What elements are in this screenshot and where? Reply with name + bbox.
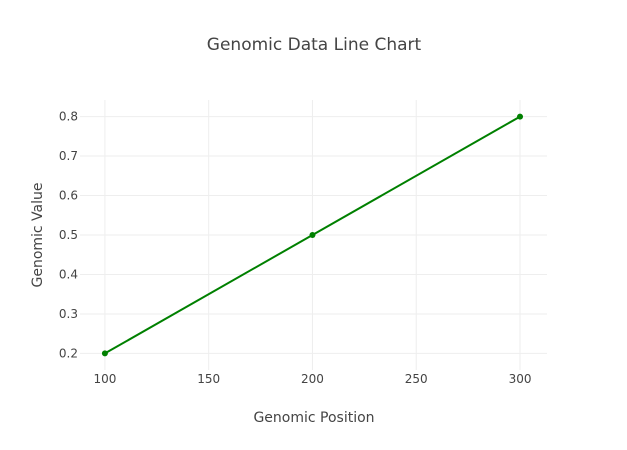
series-layer: [101, 113, 524, 357]
x-tick-label: 300: [509, 372, 532, 386]
y-axis-title: Genomic Value: [30, 182, 46, 287]
data-point[interactable]: [309, 232, 316, 238]
x-tick-labels: 100 150 200 250 300: [93, 372, 531, 386]
y-tick-label: 0.5: [59, 228, 78, 242]
x-tick-label: 100: [93, 372, 116, 386]
data-point[interactable]: [517, 113, 524, 120]
y-tick-label: 0.7: [59, 149, 78, 163]
y-tick-label: 0.4: [59, 267, 78, 281]
y-tick-labels: 0.2 0.3 0.4 0.5 0.6 0.7 0.8: [59, 110, 78, 361]
x-tick-label: 150: [197, 372, 220, 386]
x-axis-title: Genomic Position: [253, 410, 374, 426]
y-gridlines: [80, 116, 547, 354]
y-tick-label: 0.2: [59, 346, 78, 360]
y-tick-label: 0.6: [59, 189, 78, 203]
x-tick-label: 250: [405, 372, 428, 386]
data-point[interactable]: [101, 350, 108, 357]
y-tick-label: 0.8: [59, 110, 78, 124]
x-tick-label: 200: [301, 372, 324, 386]
y-tick-label: 0.3: [59, 307, 78, 321]
chart-title: Genomic Data Line Chart: [207, 35, 422, 55]
